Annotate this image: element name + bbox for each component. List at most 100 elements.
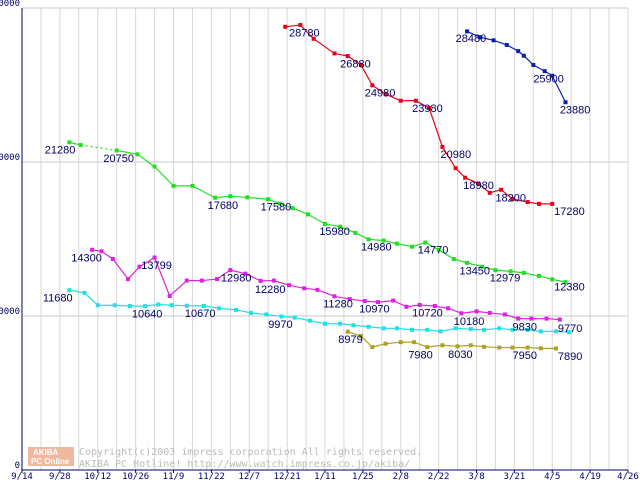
series-cyan-segment <box>484 327 500 331</box>
series-cyan-segment <box>235 309 252 314</box>
data-label: 20750 <box>103 153 134 165</box>
series-magenta-point <box>417 302 422 307</box>
series-cyan-point <box>538 329 543 334</box>
series-olive-point <box>482 344 487 349</box>
series-olive-segment <box>442 344 458 347</box>
series-red-segment <box>372 84 386 95</box>
series-blue-point <box>542 69 547 74</box>
series-red-point <box>499 187 504 192</box>
series-blue-segment <box>466 30 481 38</box>
series-cyan-point <box>497 326 502 331</box>
series-olive-point <box>554 346 559 351</box>
series-cyan-segment <box>294 316 310 322</box>
series-red-segment <box>334 52 348 57</box>
series-blue-point <box>465 29 470 34</box>
series-magenta-segment <box>334 295 350 300</box>
series-red-point <box>525 200 530 205</box>
series-red-point <box>358 62 363 67</box>
series-green-segment <box>339 226 356 234</box>
series-green-segment <box>154 166 174 187</box>
series-magenta-point <box>199 278 204 283</box>
series-cyan-segment <box>145 303 159 307</box>
data-label: 23980 <box>412 103 443 115</box>
series-cyan-segment <box>455 327 471 330</box>
series-red-point <box>311 36 316 41</box>
data-label: 10970 <box>359 303 390 315</box>
series-magenta-segment <box>230 269 246 275</box>
data-label: 12979 <box>490 272 521 284</box>
series-cyan-segment <box>84 292 99 306</box>
data-label: 14770 <box>418 245 449 257</box>
data-label: 11280 <box>323 299 353 311</box>
hotline-url: AKIBA PC Hotline! http://www.watch.impre… <box>79 459 410 470</box>
series-cyan-segment <box>114 304 130 307</box>
series-green-segment <box>307 213 326 225</box>
series-blue-point <box>504 42 509 47</box>
series-olive-segment <box>427 344 443 348</box>
series-cyan-segment <box>427 329 441 332</box>
series-cyan-point <box>233 307 238 312</box>
series-red-point <box>440 144 445 149</box>
series-red-segment <box>299 24 315 40</box>
series-magenta-segment <box>169 280 188 297</box>
x-tick-label: 3/21 <box>504 472 526 480</box>
series-olive-point <box>370 345 375 350</box>
series-cyan-point <box>338 321 343 326</box>
series-green-segment <box>396 243 413 248</box>
series-green-segment <box>137 153 155 168</box>
series-olive-segment <box>470 344 485 348</box>
data-label: 10180 <box>454 316 485 328</box>
series-green-segment <box>355 232 369 240</box>
series-cyan-point <box>201 303 206 308</box>
copyright-watermark: AKIBA PC Online Copyright(c)2003 impress… <box>28 447 422 470</box>
series-magenta-segment <box>476 310 490 314</box>
data-label: 12380 <box>554 282 585 294</box>
series-magenta-point <box>287 283 292 288</box>
series-cyan-segment <box>499 327 513 331</box>
series-olive-segment <box>385 341 401 345</box>
series-green-segment <box>482 266 496 271</box>
series-olive-point <box>358 334 363 339</box>
akiba-logo-text: AKIBA <box>33 448 59 457</box>
data-label: 14980 <box>361 242 392 254</box>
data-label: 15980 <box>319 226 350 238</box>
series-green-segment <box>411 241 426 248</box>
series-cyan-segment <box>527 329 541 332</box>
series-blue-point <box>521 53 526 58</box>
series-cyan-point <box>292 315 297 320</box>
chart-grid <box>21 7 629 471</box>
series-red-point <box>413 98 418 103</box>
series-red-segment <box>347 55 362 66</box>
series-cyan-segment <box>218 307 237 311</box>
data-label: 28780 <box>289 27 320 39</box>
series-green-point <box>436 247 441 252</box>
series-cyan-point <box>156 302 161 307</box>
y-tick-label: 0 <box>15 461 20 471</box>
series-magenta-segment <box>201 278 218 282</box>
series-green-segment <box>292 207 309 215</box>
akiba-logo-box <box>28 447 74 466</box>
series-magenta-point <box>99 249 104 254</box>
series-cyan-point <box>67 288 72 293</box>
series-green-point <box>152 164 157 169</box>
y-tick-label: 30000 <box>0 0 20 9</box>
data-label: 28480 <box>456 33 487 45</box>
series-magenta-segment <box>377 300 394 303</box>
series-green-segment <box>368 238 384 242</box>
series-magenta-segment <box>546 318 560 321</box>
series-olive-segment <box>484 346 500 349</box>
series-green-point <box>338 224 343 229</box>
data-label: 8979 <box>338 334 362 346</box>
series-green-segment <box>279 203 294 209</box>
data-label: 20980 <box>441 149 472 161</box>
series-green-segment <box>495 269 511 272</box>
series-green-point <box>213 195 218 200</box>
series-red-point <box>332 51 337 56</box>
series-red-point <box>550 201 555 206</box>
series-cyan-point <box>323 321 327 326</box>
series-blue <box>465 29 568 105</box>
series-cyan-point <box>95 303 100 308</box>
series-red-segment <box>428 107 443 148</box>
series-green <box>67 140 568 285</box>
series-green-point <box>563 280 568 285</box>
